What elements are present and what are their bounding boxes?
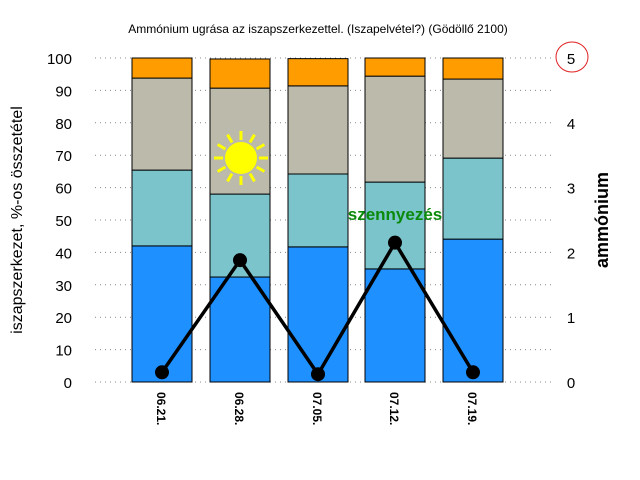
x-tick-label: 07.19. [465, 392, 479, 425]
x-tick-label: 07.12. [387, 392, 401, 425]
sun-ray [226, 133, 234, 144]
highlight-circle [555, 41, 589, 73]
x-tick-label: 07.05. [310, 392, 324, 425]
bar-segment-blue [287, 246, 349, 383]
ammonium-point [388, 235, 402, 250]
bar-segment-gray [364, 75, 426, 183]
bar-segment-blue [131, 245, 193, 383]
bar-segment-blue [209, 276, 271, 383]
ammonium-point [155, 365, 169, 380]
bar-segment-orange [364, 57, 426, 77]
chart-title: Ammónium ugrása az iszapszerkezettel. (I… [128, 22, 508, 36]
bar-segment-teal [442, 157, 504, 240]
sun-ray [255, 143, 266, 151]
bar-segment-orange [131, 57, 193, 79]
y2-axis-label: ammónium [592, 172, 612, 268]
ammonium-point [233, 253, 247, 268]
bar-segment-orange [209, 58, 271, 89]
bar-segment-blue [364, 268, 426, 383]
sun-ray [248, 172, 256, 183]
bar-segment-gray [442, 78, 504, 159]
y2-tick-label: 3 [567, 181, 575, 198]
sun-ray [226, 172, 234, 183]
y2-tick-label: 4 [567, 116, 575, 133]
y2-tick-label: 5 [567, 51, 575, 68]
y-tick-label: 20 [55, 310, 72, 327]
y2-tick-label: 0 [567, 375, 575, 392]
sun-disc [225, 142, 257, 174]
y-tick-label: 60 [55, 181, 72, 198]
y2-tick-label: 2 [567, 245, 575, 262]
bar-segment-orange [287, 58, 349, 87]
sun-ray [216, 143, 227, 151]
bar-segment-teal [131, 169, 193, 247]
bar-segment-gray [287, 85, 349, 175]
x-tick-label: 06.28. [232, 392, 246, 425]
ammonium-point [311, 367, 325, 382]
y-tick-label: 90 [55, 83, 72, 100]
ammonium-point [466, 365, 480, 380]
y-tick-label: 40 [55, 245, 72, 262]
y-tick-label: 0 [64, 375, 72, 392]
y-tick-label: 100 [47, 51, 72, 68]
bar-segment-orange [442, 57, 504, 80]
y-tick-label: 80 [55, 116, 72, 133]
pollution-annotation: szennyezés [348, 205, 443, 224]
sun-ray [216, 165, 227, 173]
bar-segment-blue [442, 238, 504, 383]
y-tick-label: 50 [55, 213, 72, 230]
x-tick-label: 06.21. [154, 392, 168, 425]
y-axis-label: iszapszerkezet, %-os összetétel [9, 106, 26, 334]
y-tick-label: 70 [55, 148, 72, 165]
y-tick-label: 30 [55, 278, 72, 295]
bar-segment-gray [131, 77, 193, 171]
sun-ray [248, 133, 256, 144]
bar-segment-teal [287, 173, 349, 248]
sun-icon [214, 131, 268, 185]
sun-ray [255, 165, 266, 173]
y-tick-label: 10 [55, 343, 72, 360]
y2-tick-label: 1 [567, 310, 575, 327]
bar-segment-teal [364, 181, 426, 270]
